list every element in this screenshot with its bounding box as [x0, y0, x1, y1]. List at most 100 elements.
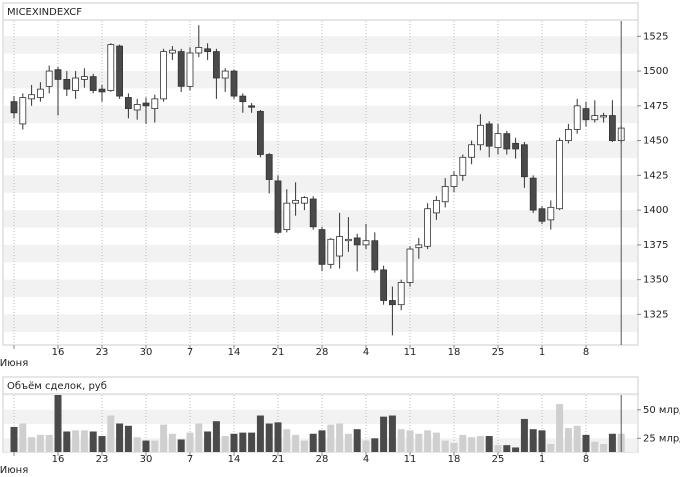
x-tick-label: 7 — [187, 454, 193, 465]
volume-bar — [89, 431, 97, 452]
candle-body — [177, 51, 185, 87]
volume-bar — [538, 430, 546, 452]
candle-body — [353, 237, 361, 246]
candle-body — [116, 45, 123, 97]
volume-bar — [336, 423, 344, 452]
candle-body — [28, 94, 36, 100]
y-tick-label: 1350 — [643, 275, 668, 286]
candle-body — [151, 98, 159, 110]
volume-bar — [36, 434, 44, 452]
volume-bar — [344, 433, 352, 452]
candle-body — [556, 140, 563, 210]
candle-body — [573, 105, 581, 130]
volume-bar — [274, 422, 282, 452]
volume-bar — [556, 404, 564, 452]
candle-body — [54, 69, 62, 80]
y-tick-label: 1425 — [643, 170, 668, 181]
candle-body — [160, 51, 168, 100]
candle-body — [600, 115, 607, 118]
candle-body — [406, 248, 414, 283]
volume-bar — [107, 415, 115, 452]
candle-body — [45, 70, 53, 87]
y-tick-label: 1375 — [643, 240, 668, 251]
volume-bar — [151, 440, 159, 452]
candle-body — [256, 110, 264, 155]
volume-bar — [564, 428, 572, 452]
candle-body — [204, 48, 212, 52]
volume-bar — [265, 423, 273, 452]
y-tick-label: 1450 — [643, 136, 668, 147]
candle-body — [521, 144, 528, 178]
x-tick-label: 23 — [96, 454, 109, 465]
band — [4, 409, 637, 425]
band — [4, 210, 637, 228]
band — [4, 279, 637, 298]
volume-bar — [19, 423, 27, 452]
candle-body — [89, 76, 97, 91]
candle-body — [547, 206, 555, 221]
volume-bar — [168, 433, 176, 452]
candle-body — [248, 105, 256, 108]
band — [4, 175, 637, 193]
volume-bar — [292, 434, 300, 452]
candle-body — [265, 154, 273, 180]
candle-body — [230, 70, 238, 97]
volume-bar — [212, 421, 220, 452]
volume-bar — [124, 425, 132, 452]
volume-bar — [10, 426, 18, 452]
x-tick-label: 11 — [404, 454, 417, 465]
x-tick-label: 11 — [404, 347, 417, 358]
volume-bar — [380, 416, 388, 452]
candle-body — [459, 156, 467, 176]
candle-body — [529, 177, 537, 211]
y-tick-label: 1500 — [643, 66, 668, 77]
y-tick-label: 1400 — [643, 205, 668, 216]
volume-bar — [204, 431, 212, 452]
volume-bar — [142, 440, 150, 452]
volume-bar — [529, 429, 537, 452]
candle-body — [125, 97, 132, 110]
candle-body — [415, 244, 423, 249]
volume-bar — [54, 395, 62, 452]
candle-body — [609, 115, 616, 141]
volume-bar — [133, 437, 141, 452]
candle-body — [476, 124, 484, 146]
volume-bar — [406, 430, 414, 452]
candle-body — [212, 51, 220, 79]
candle-body — [195, 47, 203, 54]
volume-bar — [186, 432, 194, 452]
volume-bar — [230, 433, 238, 452]
x-tick-label: 7 — [187, 347, 193, 358]
candle-body — [468, 144, 476, 158]
candle-body — [10, 101, 18, 114]
x-tick-label: 18 — [448, 347, 461, 358]
candle-body — [72, 77, 79, 91]
x-tick-label: 30 — [140, 347, 153, 358]
band — [4, 105, 637, 124]
candle-body — [441, 186, 449, 203]
volume-bar — [318, 430, 326, 452]
x-tick-label: 30 — [140, 454, 153, 465]
volume-bar — [459, 434, 467, 452]
x-tick-label: 28 — [316, 454, 329, 465]
volume-bar — [512, 447, 520, 452]
x-tick-label: 4 — [363, 454, 369, 465]
band — [4, 71, 637, 89]
band — [4, 140, 637, 158]
volume-bar — [608, 433, 616, 452]
volume-bar — [283, 429, 291, 452]
band — [4, 395, 637, 396]
candle-body — [81, 76, 88, 80]
volume-bar — [547, 444, 555, 452]
volume-bar — [300, 440, 308, 452]
volume-bar — [327, 424, 335, 452]
candle-body — [327, 238, 335, 265]
x-tick-label: 8 — [583, 454, 589, 465]
candle-body — [362, 240, 370, 246]
y-tick-label: 50 млрд — [643, 405, 680, 416]
volume-bar — [45, 434, 53, 452]
x-tick-label: 14 — [228, 454, 241, 465]
candle-body — [98, 88, 106, 93]
candle-body — [503, 133, 511, 150]
candle-body — [168, 49, 176, 54]
